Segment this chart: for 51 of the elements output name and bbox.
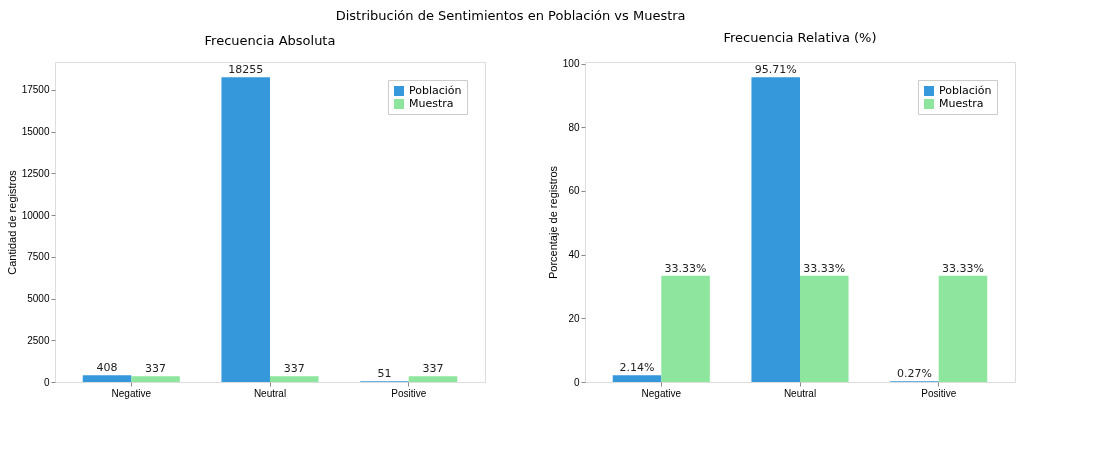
y-axis-title: Porcentaje de registros — [546, 165, 559, 280]
y-tick-label: 12500 — [21, 167, 50, 179]
chart-subtitle: Frecuencia Absoluta — [204, 33, 336, 48]
bar — [270, 376, 319, 382]
y-tick-label: 15000 — [21, 126, 50, 138]
bar — [751, 77, 800, 382]
data-label: 33.33% — [664, 261, 707, 275]
y-axis-title: Cantidad de registros — [5, 169, 18, 275]
legend-label: Población — [409, 84, 462, 97]
data-label: 337 — [422, 362, 444, 376]
x-tick-label: Neutral — [253, 387, 287, 399]
chart-title: Distribución de Sentimientos en Población vs Muestra — [335, 8, 686, 24]
data-label: 51 — [377, 367, 392, 381]
x-tick-label: Negative — [111, 387, 152, 399]
x-tick-label: Positive — [921, 387, 957, 399]
y-tick-label: 20 — [568, 312, 580, 324]
bar — [612, 375, 662, 382]
y-tick-label: 7500 — [27, 251, 50, 263]
bar — [938, 275, 988, 382]
data-label: 33.33% — [942, 261, 984, 275]
legend-label: Población — [939, 84, 992, 97]
y-tick-label: 17500 — [21, 84, 50, 96]
y-tick-label: 5000 — [27, 293, 50, 305]
y-tick-label: 60 — [568, 185, 580, 197]
bar — [131, 376, 180, 382]
chart-title: Frecuencia Relativa (%) — [723, 29, 877, 45]
data-label: 0.27% — [896, 367, 932, 381]
data-label: 337 — [145, 362, 167, 376]
data-label: 33.33% — [803, 261, 846, 275]
data-label: 2.14% — [619, 361, 655, 375]
y-tick-label: 0 — [43, 376, 50, 388]
legend-label: Muestra — [939, 97, 984, 110]
y-tick-label: 100 — [562, 58, 580, 70]
x-tick-label: Neutral — [783, 387, 817, 399]
bar — [408, 376, 458, 382]
data-label: 408 — [96, 361, 118, 375]
legend-label: Muestra — [409, 97, 454, 110]
x-tick-label: Negative — [641, 387, 682, 399]
y-tick-label: 10000 — [21, 209, 50, 221]
bar — [661, 275, 710, 382]
y-tick-label: 80 — [568, 121, 580, 133]
data-label: 95.71% — [754, 63, 797, 77]
data-label: 18255 — [228, 63, 264, 77]
x-tick-label: Positive — [391, 387, 427, 399]
y-tick-label: 40 — [568, 249, 580, 261]
bar — [82, 375, 132, 382]
bar — [221, 77, 270, 382]
bar — [800, 275, 849, 382]
data-label: 337 — [283, 362, 305, 376]
y-tick-label: 0 — [573, 376, 580, 388]
y-tick-label: 2500 — [27, 334, 50, 346]
